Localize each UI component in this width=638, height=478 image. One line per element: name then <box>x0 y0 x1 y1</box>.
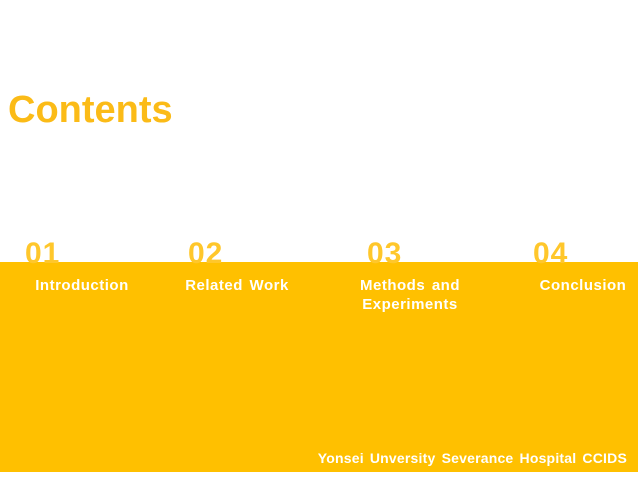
section-label: Conclusion <box>539 277 627 294</box>
section-item-conclusion: 04 Conclusion <box>503 239 638 319</box>
section-number: 02 <box>188 237 224 270</box>
section-item-methods-experiments: 03 Methods and Experiments <box>330 239 490 319</box>
section-label: Methods and Experiments <box>330 276 490 314</box>
section-number: 03 <box>367 237 403 270</box>
section-label: Introduction <box>35 277 129 294</box>
contents-band <box>0 262 638 472</box>
section-number: 04 <box>533 237 569 270</box>
footer-credit: Yonsei Unversity Severance Hospital CCID… <box>317 450 627 466</box>
section-item-related-work: 02 Related Work <box>157 239 317 319</box>
section-number: 01 <box>25 237 61 270</box>
section-item-introduction: 01 Introduction <box>2 239 162 319</box>
bottom-edge-strip <box>0 472 638 478</box>
page-title: Contents <box>8 89 173 131</box>
section-label-line2: Experiments <box>362 296 458 313</box>
section-label-line1: Methods and <box>360 277 460 294</box>
section-label: Related Work <box>185 277 289 294</box>
